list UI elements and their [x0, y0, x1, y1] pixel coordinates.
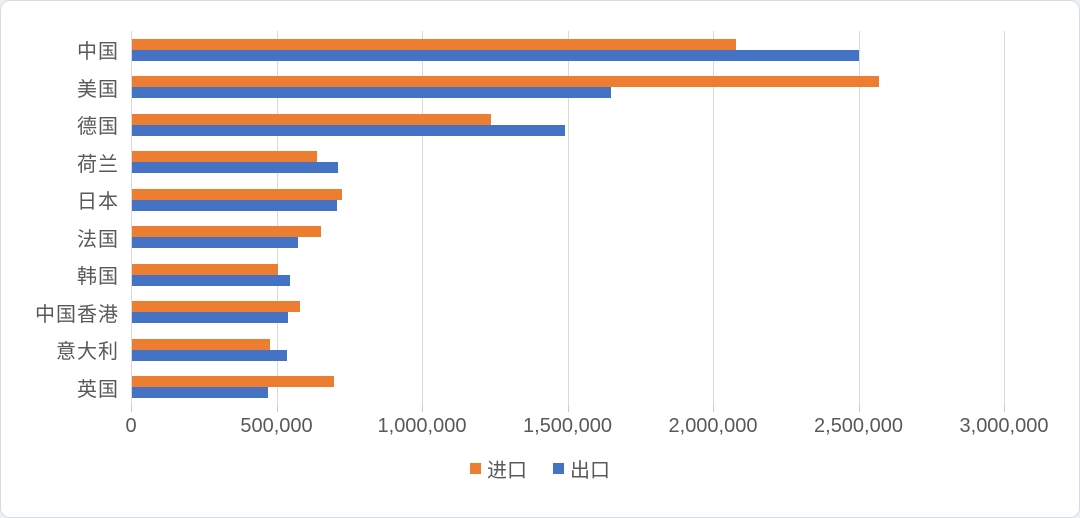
gridline: [276, 31, 278, 406]
bar-row: [132, 181, 1037, 219]
axis-tick-mark: [276, 406, 278, 412]
export-bar: [132, 349, 287, 361]
legend-imports-label: 进口: [487, 459, 527, 482]
export-bar: [132, 274, 290, 286]
axis-tick-mark: [713, 406, 714, 412]
bar-row: [132, 219, 1037, 257]
gridline: [567, 31, 569, 406]
y-axis-category-label: 韩国: [77, 266, 119, 289]
x-axis-tick-label: 1,000,000: [377, 415, 467, 437]
import-bar: [132, 338, 270, 350]
y-axis-category-label: 荷兰: [77, 153, 119, 176]
import-bar: [132, 188, 342, 200]
y-axis-category-label: 日本: [77, 191, 119, 214]
import-bar: [132, 376, 334, 388]
x-axis-tick-label: 2,000,000: [668, 415, 758, 437]
export-bar: [132, 87, 611, 99]
bar-row: [132, 256, 1037, 294]
plot-area: [131, 31, 1037, 412]
legend-exports-label: 出口: [570, 459, 610, 482]
x-axis-tick-label: 500,000: [240, 415, 313, 437]
import-bar: [132, 151, 317, 163]
x-axis-tick-label: 3,000,000: [959, 415, 1049, 437]
y-axis-category-label: 意大利: [56, 341, 119, 364]
export-bar: [132, 162, 339, 174]
axis-tick-mark: [1004, 406, 1005, 412]
legend-item-exports: 出口: [553, 454, 610, 483]
bar-row: [132, 69, 1037, 107]
y-axis-category-label: 中国香港: [35, 303, 119, 326]
gridline: [858, 31, 860, 406]
export-bar: [132, 199, 338, 211]
x-axis-tick-label: 2,500,000: [814, 415, 903, 437]
export-bar: [132, 237, 298, 249]
legend-item-imports: 进口: [470, 454, 527, 483]
bar-row: [132, 31, 1037, 69]
gridline: [131, 31, 132, 406]
bar-rows: [132, 31, 1037, 406]
y-axis-category-label: 德国: [77, 116, 119, 139]
exports-swatch-icon: [553, 462, 564, 474]
y-axis-category-labels: 中国美国德国荷兰日本法国韩国中国香港意大利英国: [1, 31, 119, 406]
x-axis-tick-labels: 0 500,000 1,000,000 1,500,000 2,000,000 2,500…: [1, 415, 1079, 441]
bar-row: [132, 144, 1037, 182]
x-axis-tick-label: 0: [125, 415, 137, 437]
export-bar: [132, 387, 269, 399]
gridline: [1004, 31, 1005, 406]
bar-row: [132, 331, 1037, 369]
legend: 进口 出口: [1, 454, 1079, 482]
export-bar: [132, 312, 288, 324]
y-axis-category-label: 美国: [77, 78, 119, 101]
imports-swatch-icon: [470, 462, 481, 474]
export-bar: [132, 49, 860, 61]
bar-row: [132, 294, 1037, 332]
axis-tick-mark: [131, 406, 132, 412]
import-bar: [132, 38, 737, 50]
import-bar: [132, 113, 492, 125]
gridline: [713, 31, 714, 406]
export-bar: [132, 124, 566, 136]
bar-row: [132, 369, 1037, 407]
axis-tick-mark: [567, 406, 569, 412]
axis-tick-mark: [422, 406, 423, 412]
import-bar: [132, 263, 279, 275]
y-axis-category-label: 英国: [77, 378, 119, 401]
y-axis-category-label: 中国: [77, 41, 119, 64]
x-axis-tick-label: 1,500,000: [523, 415, 612, 437]
gridline: [422, 31, 423, 406]
import-bar: [132, 226, 322, 238]
axis-tick-mark: [858, 406, 860, 412]
bar-row: [132, 106, 1037, 144]
import-bar: [132, 76, 880, 88]
import-bar: [132, 301, 301, 313]
y-axis-category-label: 法国: [77, 228, 119, 251]
